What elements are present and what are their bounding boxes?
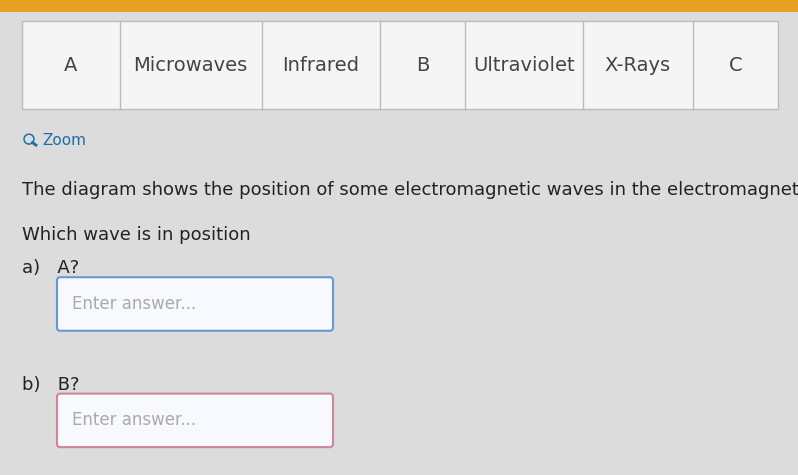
Text: Enter answer...: Enter answer... xyxy=(72,411,196,429)
Bar xyxy=(22,21,778,109)
Circle shape xyxy=(24,134,34,144)
Text: a)   A?: a) A? xyxy=(22,259,79,277)
Text: X-Rays: X-Rays xyxy=(605,56,671,75)
Bar xyxy=(0,0,798,12)
Text: Microwaves: Microwaves xyxy=(133,56,248,75)
Text: Zoom: Zoom xyxy=(42,133,86,148)
Text: The diagram shows the position of some electromagnetic waves in the electromagne: The diagram shows the position of some e… xyxy=(22,181,798,199)
Text: A: A xyxy=(64,56,77,75)
Circle shape xyxy=(26,136,33,142)
Text: Infrared: Infrared xyxy=(282,56,359,75)
Text: C: C xyxy=(729,56,742,75)
Text: b)   B?: b) B? xyxy=(22,376,80,394)
Text: Ultraviolet: Ultraviolet xyxy=(473,56,575,75)
Text: B: B xyxy=(416,56,429,75)
Text: Enter answer...: Enter answer... xyxy=(72,295,196,313)
FancyBboxPatch shape xyxy=(57,277,333,331)
FancyBboxPatch shape xyxy=(57,394,333,447)
Text: Which wave is in position: Which wave is in position xyxy=(22,226,251,244)
